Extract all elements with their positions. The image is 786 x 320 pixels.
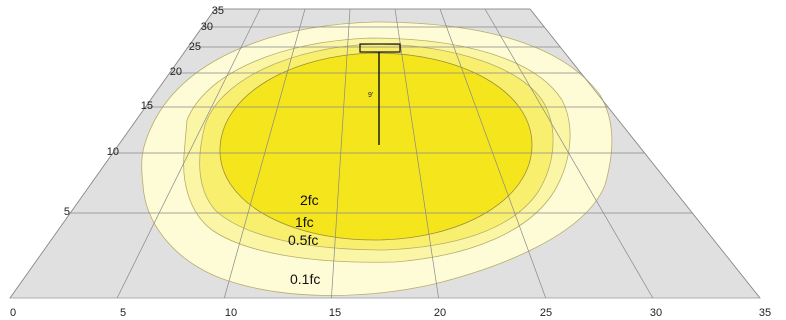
x-tick: 30	[650, 307, 662, 319]
grid-line-depth	[529, 8, 761, 299]
x-tick: 20	[434, 307, 446, 319]
y-tick: 30	[201, 21, 213, 33]
light-fixture	[359, 43, 401, 53]
y-tick: 25	[189, 41, 201, 53]
contour-label-2fc: 2fc	[300, 192, 319, 208]
contour-label-1fc: 1fc	[295, 214, 314, 230]
y-tick: 15	[141, 100, 153, 112]
grid-line-depth	[484, 8, 654, 299]
x-tick: 0	[10, 307, 16, 319]
grid-line-depth	[394, 8, 439, 299]
y-axis-ticks: 5 10 15 20 25 30 35	[64, 5, 224, 218]
grid-line-depth	[9, 8, 216, 299]
x-tick: 10	[225, 307, 237, 319]
mount-height-label: 9'	[368, 92, 373, 99]
x-axis-ticks: 0 5 10 15 20 25 30 35	[10, 307, 771, 319]
grid-line-depth	[116, 8, 261, 299]
x-tick: 15	[329, 307, 341, 319]
y-tick: 35	[212, 5, 224, 17]
contour-label-0.1fc: 0.1fc	[290, 271, 320, 287]
x-tick: 5	[120, 307, 126, 319]
y-tick: 20	[170, 66, 182, 78]
contour-2fc	[219, 52, 533, 241]
contour-label-0.5fc: 0.5fc	[288, 232, 318, 248]
x-tick: 35	[759, 307, 771, 319]
grid-line-depth	[331, 8, 351, 299]
y-tick: 10	[107, 146, 119, 158]
x-tick: 25	[540, 307, 552, 319]
grid-line-depth	[439, 8, 547, 299]
floor-grid	[9, 8, 761, 299]
y-tick: 5	[64, 206, 70, 218]
grid-line-depth	[223, 8, 306, 299]
